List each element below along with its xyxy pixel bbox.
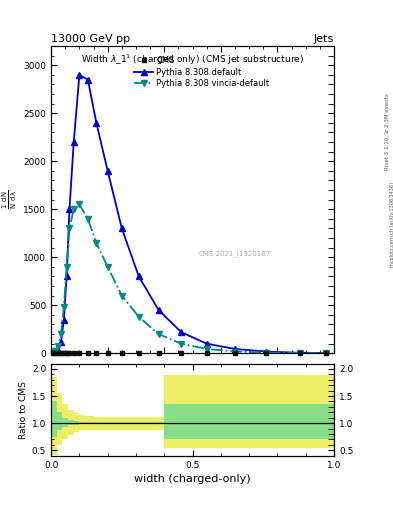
Pythia 8.308 default [77, 72, 82, 78]
Pythia 8.308 default [61, 316, 66, 323]
CMS [298, 350, 303, 356]
Pythia 8.308 vincia-default [323, 350, 328, 356]
CMS [233, 350, 237, 356]
Pythia 8.308 default [298, 350, 303, 356]
X-axis label: width (charged-only): width (charged-only) [134, 474, 251, 484]
Y-axis label: Ratio to CMS: Ratio to CMS [19, 380, 28, 439]
Pythia 8.308 default [94, 120, 99, 126]
Pythia 8.308 vincia-default [204, 346, 209, 352]
Y-axis label: $\mathregular{\frac{1}{N}\,\frac{dN}{d\lambda}}$: $\mathregular{\frac{1}{N}\,\frac{dN}{d\l… [1, 190, 19, 209]
Pythia 8.308 default [72, 139, 76, 145]
CMS [156, 350, 161, 356]
Pythia 8.308 vincia-default [233, 349, 237, 355]
Pythia 8.308 vincia-default [56, 343, 61, 349]
CMS [179, 350, 184, 356]
Pythia 8.308 vincia-default [119, 293, 124, 299]
Text: Width $\lambda$_1$^1$ (charged only) (CMS jet substructure): Width $\lambda$_1$^1$ (charged only) (CM… [81, 52, 304, 67]
Text: Rivet 3.1.10, ≥ 2.3M events: Rivet 3.1.10, ≥ 2.3M events [385, 94, 389, 170]
Pythia 8.308 vincia-default [61, 304, 66, 310]
Text: 13000 GeV pp: 13000 GeV pp [51, 33, 130, 44]
Text: Jets: Jets [314, 33, 334, 44]
Legend: CMS, Pythia 8.308 default, Pythia 8.308 vincia-default: CMS, Pythia 8.308 default, Pythia 8.308 … [134, 56, 269, 89]
Pythia 8.308 default [50, 350, 55, 356]
CMS [64, 350, 69, 356]
Pythia 8.308 vincia-default [136, 314, 141, 320]
Pythia 8.308 default [105, 168, 110, 174]
Pythia 8.308 default [56, 347, 61, 353]
Line: Pythia 8.308 vincia-default: Pythia 8.308 vincia-default [50, 201, 329, 356]
Pythia 8.308 default [179, 329, 184, 335]
Pythia 8.308 vincia-default [72, 206, 76, 212]
CMS [61, 350, 66, 356]
Pythia 8.308 vincia-default [77, 201, 82, 207]
Pythia 8.308 vincia-default [64, 264, 69, 270]
Pythia 8.308 vincia-default [67, 225, 72, 231]
CMS [264, 350, 268, 356]
Pythia 8.308 vincia-default [156, 331, 161, 337]
CMS [105, 350, 110, 356]
CMS [323, 350, 328, 356]
Pythia 8.308 default [67, 206, 72, 212]
Pythia 8.308 vincia-default [264, 350, 268, 356]
CMS [59, 350, 63, 356]
Pythia 8.308 vincia-default [298, 350, 303, 356]
Pythia 8.308 vincia-default [105, 264, 110, 270]
Pythia 8.308 default [53, 349, 58, 355]
Pythia 8.308 default [136, 273, 141, 280]
CMS [72, 350, 76, 356]
Pythia 8.308 default [59, 339, 63, 345]
CMS [86, 350, 90, 356]
Pythia 8.308 default [156, 307, 161, 313]
Pythia 8.308 vincia-default [53, 348, 58, 354]
Pythia 8.308 vincia-default [179, 340, 184, 347]
CMS [136, 350, 141, 356]
CMS [56, 350, 61, 356]
Line: CMS: CMS [50, 351, 328, 355]
Pythia 8.308 default [323, 350, 328, 356]
Pythia 8.308 vincia-default [50, 350, 55, 356]
Text: CMS-2021_I1920187: CMS-2021_I1920187 [198, 250, 270, 257]
Pythia 8.308 default [264, 349, 268, 355]
Line: Pythia 8.308 default: Pythia 8.308 default [50, 72, 329, 356]
Pythia 8.308 vincia-default [86, 216, 90, 222]
CMS [50, 350, 55, 356]
Pythia 8.308 vincia-default [59, 331, 63, 337]
Pythia 8.308 default [233, 346, 237, 352]
Pythia 8.308 vincia-default [94, 240, 99, 246]
CMS [204, 350, 209, 356]
CMS [67, 350, 72, 356]
Pythia 8.308 default [86, 77, 90, 83]
Pythia 8.308 default [64, 273, 69, 280]
CMS [94, 350, 99, 356]
CMS [119, 350, 124, 356]
Pythia 8.308 default [119, 225, 124, 231]
Text: mcplots.cern.ch [arXiv:1306.3436]: mcplots.cern.ch [arXiv:1306.3436] [390, 182, 393, 267]
CMS [53, 350, 58, 356]
CMS [77, 350, 82, 356]
Pythia 8.308 default [204, 340, 209, 347]
